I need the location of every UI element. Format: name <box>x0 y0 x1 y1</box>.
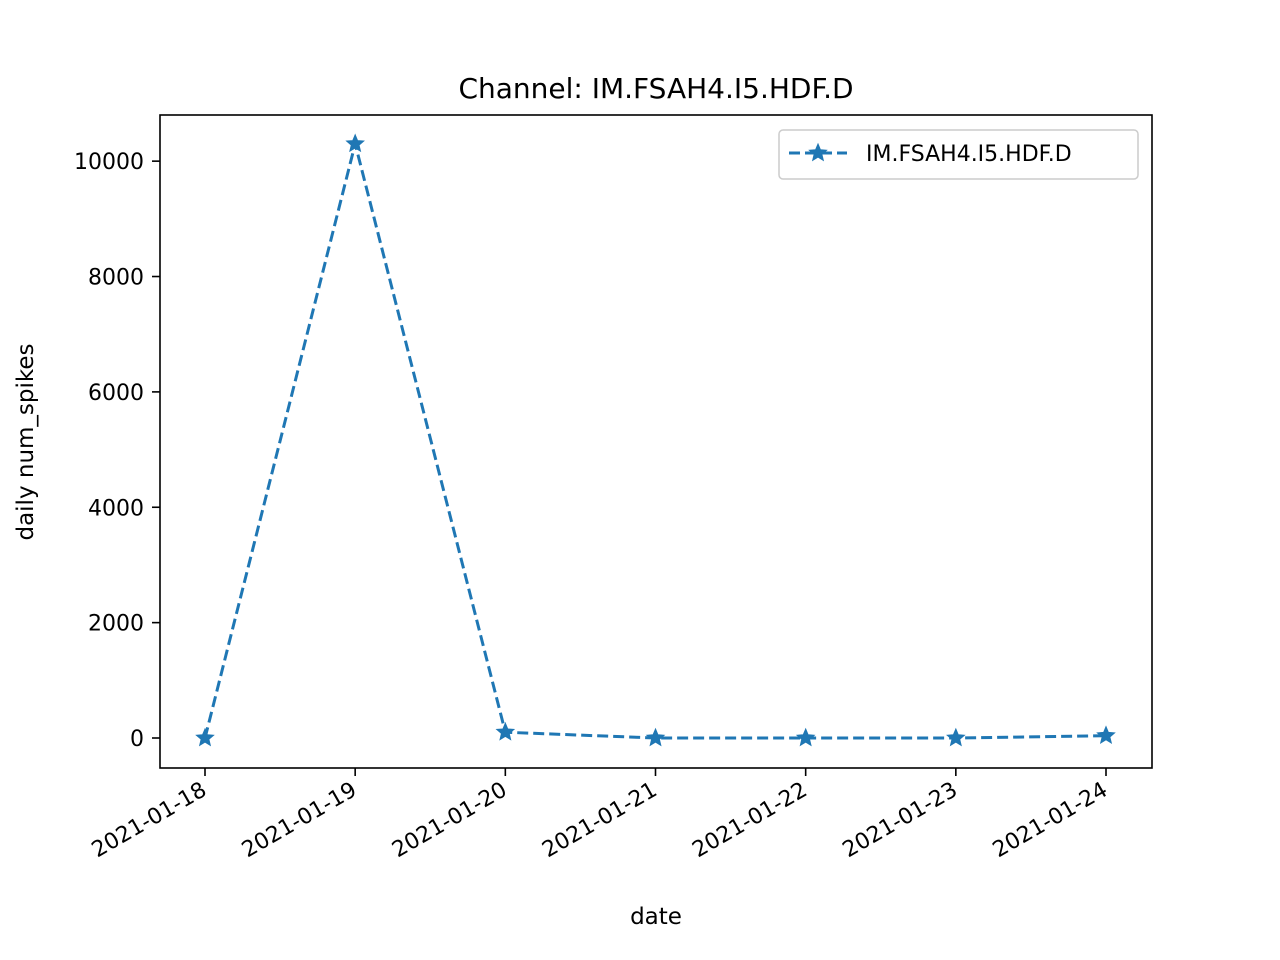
data-point <box>495 721 516 741</box>
x-axis-label: date <box>630 904 682 930</box>
y-tick-label: 4000 <box>88 496 144 521</box>
chart-title: Channel: IM.FSAH4.I5.HDF.D <box>458 72 853 105</box>
series-line-0 <box>203 143 1107 740</box>
x-tick-label: 2021-01-23 <box>839 778 962 864</box>
data-point <box>645 727 666 747</box>
y-tick-label: 2000 <box>88 612 144 637</box>
legend-entry-label: IM.FSAH4.I5.HDF.D <box>866 142 1072 167</box>
x-axis: 2021-01-18 2021-01-19 2021-01-20 2021-01-21… <box>88 768 1112 863</box>
x-tick-label: 2021-01-21 <box>538 778 661 864</box>
y-axis: 0 2000 4000 6000 8000 10000 <box>74 150 160 752</box>
legend-star-shape <box>808 142 828 162</box>
y-axis-label: daily num_spikes <box>13 343 39 540</box>
legend-box <box>778 129 1139 180</box>
y-tick-label: 8000 <box>88 266 144 291</box>
y-tick-label: 0 <box>130 727 144 752</box>
data-point <box>1096 725 1116 745</box>
data-point <box>345 133 365 153</box>
legend-star-marker <box>808 142 828 162</box>
y-tick-label: 6000 <box>88 381 144 406</box>
y-tick-label: 10000 <box>74 150 144 175</box>
data-point <box>946 727 966 747</box>
x-tick-label: 2021-01-24 <box>989 778 1112 864</box>
data-point <box>795 727 816 747</box>
x-tick-label: 2021-01-18 <box>88 778 211 864</box>
legend: IM.FSAH4.I5.HDF.D <box>778 129 1139 180</box>
x-tick-label: 2021-01-19 <box>238 778 361 864</box>
x-tick-label: 2021-01-20 <box>388 778 511 864</box>
plot-area <box>195 133 1116 747</box>
data-point <box>195 727 215 747</box>
x-tick-label: 2021-01-22 <box>688 778 811 864</box>
axes-frame <box>159 114 1153 769</box>
